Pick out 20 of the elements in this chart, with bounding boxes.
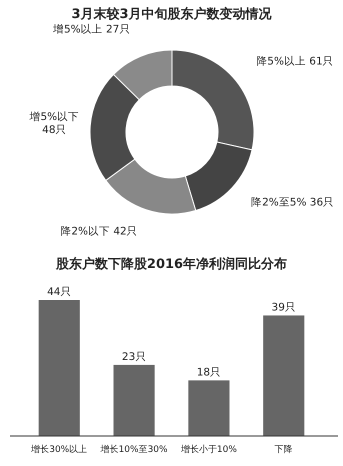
slice-label: 降2%至5% 36只 xyxy=(251,196,334,209)
x-tick-label: 增长10%至30% xyxy=(100,444,168,455)
data-label: 18只 xyxy=(196,366,222,378)
bar xyxy=(114,364,155,436)
slice-label: 降2%以下 42只 xyxy=(60,224,138,238)
chart-title: 3月末较3月中旬股东户数变动情况 xyxy=(71,6,273,22)
x-tick-label: 下降 xyxy=(274,444,293,455)
chart-title: 股东户数下降股2016年净利润同比分布 xyxy=(54,256,288,272)
slice-label: 增5%以下 xyxy=(28,110,80,124)
data-label: 48只 xyxy=(42,124,67,136)
x-tick-label: 增长30%以上 xyxy=(30,444,88,455)
data-label: 44只 xyxy=(47,286,72,298)
bar xyxy=(188,380,230,436)
bar xyxy=(263,315,304,436)
slice-label: 增5%以上 27只 xyxy=(52,22,130,36)
data-label: 39只 xyxy=(272,301,296,314)
bar xyxy=(38,300,80,436)
data-label: 23只 xyxy=(122,350,146,363)
slice-label: 降5%以上 61只 xyxy=(256,54,334,68)
x-tick-label: 增长小于10% xyxy=(180,444,238,455)
